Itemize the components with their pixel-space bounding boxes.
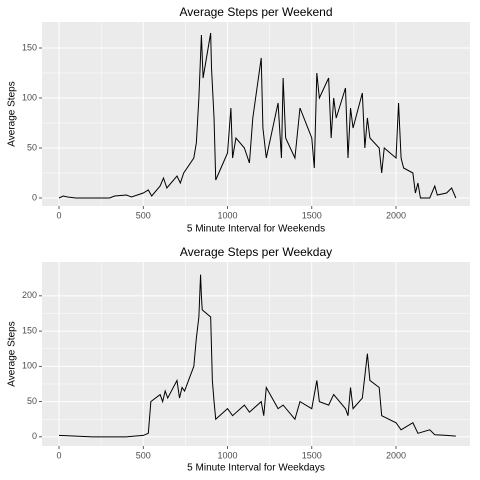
plot-panel (42, 262, 470, 446)
x-tick-label: 1000 (218, 210, 238, 220)
x-tick-label: 2000 (386, 450, 406, 460)
x-tick-label: 1500 (302, 210, 322, 220)
x-axis-label: 5 Minute Interval for Weekends (187, 224, 325, 235)
y-tick-label: 0 (32, 192, 37, 202)
x-tick-label: 0 (57, 450, 62, 460)
x-tick-label: 1500 (302, 450, 322, 460)
y-tick-label: 50 (27, 396, 37, 406)
y-tick-label: 150 (22, 325, 37, 335)
y-tick-label: 200 (22, 290, 37, 300)
x-tick-label: 1000 (218, 450, 238, 460)
plot-panel (42, 22, 470, 206)
x-tick-label: 2000 (386, 210, 406, 220)
data-line (58, 32, 457, 199)
chart-title: Average Steps per Weekend (180, 5, 333, 19)
chart-title: Average Steps per Weekday (180, 245, 332, 259)
y-tick-label: 50 (27, 142, 37, 152)
x-tick-label: 0 (57, 210, 62, 220)
y-axis-label: Average Steps (7, 81, 18, 146)
y-tick-label: 150 (22, 42, 37, 52)
y-tick-label: 100 (22, 92, 37, 102)
x-tick-label: 500 (136, 210, 151, 220)
y-axis-label: Average Steps (7, 321, 18, 386)
data-line (58, 274, 456, 438)
y-tick-label: 0 (32, 431, 37, 441)
x-axis-label: 5 Minute Interval for Weekdays (187, 463, 325, 474)
y-tick-label: 100 (22, 361, 37, 371)
x-tick-label: 500 (136, 450, 151, 460)
